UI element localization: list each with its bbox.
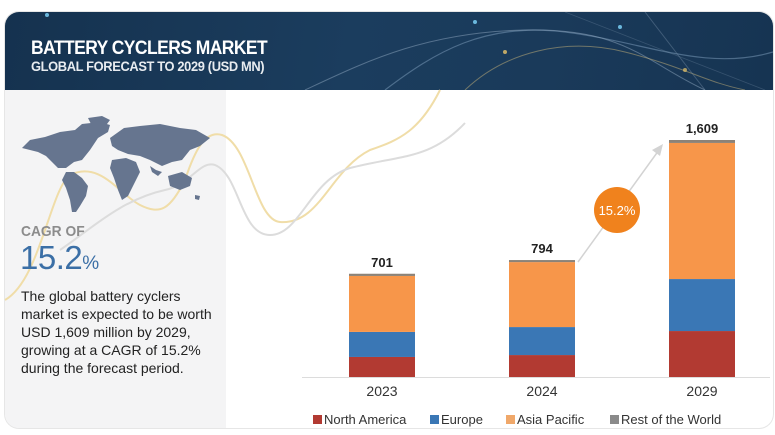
- bar-segment-asia-pacific-2029: [669, 142, 735, 280]
- chart-title: BATTERY CYCLERS MARKET: [31, 38, 268, 59]
- bar-segment-europe-2024: [509, 327, 575, 356]
- bar-segment-rest-of-the-world-2023: [349, 273, 415, 276]
- bar-total-label-2029: 1,609: [685, 121, 719, 136]
- legend-item-europe: Europe: [430, 412, 506, 427]
- bar-segment-north-america-2024: [509, 355, 575, 377]
- bar-segment-europe-2023: [349, 331, 415, 357]
- legend-label: Rest of the World: [621, 411, 722, 427]
- x-tick-label-2023: 2023: [366, 383, 398, 399]
- legend-swatch-north-america: [313, 414, 322, 424]
- legend-swatch-asia-pacific: [506, 414, 515, 424]
- market-description: The global battery cyclers market is exp…: [21, 288, 212, 376]
- bar-segment-europe-2029: [669, 279, 735, 332]
- legend-item-north-america: North America: [313, 412, 430, 427]
- bar-segment-rest-of-the-world-2024: [509, 260, 575, 263]
- bar-segment-asia-pacific-2024: [509, 262, 575, 328]
- chart-subtitle: GLOBAL FORECAST TO 2029 (USD MN): [31, 58, 265, 74]
- header-light-trails: [45, 12, 773, 90]
- bar-segment-rest-of-the-world-2029: [669, 140, 735, 143]
- legend-label: Asia Pacific: [517, 411, 585, 427]
- bar-segment-north-america-2029: [669, 331, 735, 377]
- legend-swatch-europe: [430, 414, 439, 424]
- x-tick-label-2029: 2029: [686, 383, 718, 399]
- legend-item-asia-pacific: Asia Pacific: [506, 412, 610, 427]
- cagr-value: 15.2%: [20, 239, 99, 277]
- cagr-number: 15.2: [20, 239, 83, 276]
- x-tick-label-2024: 2024: [526, 383, 558, 399]
- chart-legend: North America Europe Asia Pacific Rest o…: [313, 410, 721, 428]
- bar-total-label-2023: 701: [371, 254, 393, 270]
- bar-total-label-2024: 794: [531, 241, 553, 257]
- cagr-badge: 15.2%: [594, 187, 640, 233]
- bar-segment-north-america-2023: [349, 356, 415, 377]
- legend-item-rest-of-the-world: Rest of the World: [610, 412, 721, 427]
- cagr-percent-sign: %: [82, 253, 99, 274]
- cagr-label: CAGR OF: [21, 223, 85, 240]
- bar-segment-asia-pacific-2023: [349, 275, 415, 332]
- legend-label: North America: [324, 411, 407, 427]
- header-banner: BATTERY CYCLERS MARKET GLOBAL FORECAST T…: [5, 12, 773, 90]
- legend-label: Europe: [441, 411, 483, 427]
- legend-swatch-rest-of-the-world: [610, 414, 619, 424]
- growth-arrowhead: [652, 144, 663, 156]
